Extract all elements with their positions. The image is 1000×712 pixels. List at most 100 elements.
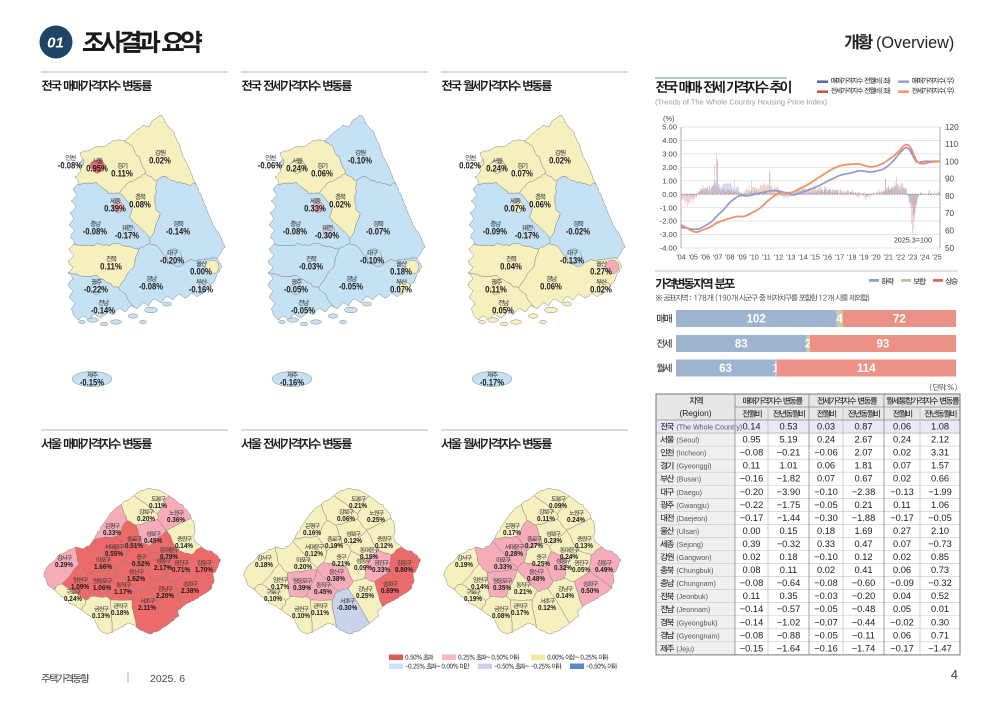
svg-text:'25: '25 <box>932 253 942 262</box>
svg-text:1.17%: 1.17% <box>114 587 132 596</box>
svg-text:−0.17: −0.17 <box>890 513 914 523</box>
svg-text:-0.08%: -0.08% <box>283 227 307 237</box>
svg-text:0.12%: 0.12% <box>538 603 556 612</box>
svg-text:−0.22: −0.22 <box>740 500 764 510</box>
svg-text:-0.13%: -0.13% <box>560 256 584 266</box>
svg-text:'11: '11 <box>762 253 771 262</box>
svg-text:−0.14: −0.14 <box>740 604 764 614</box>
svg-text:'14: '14 <box>798 253 808 262</box>
svg-text:-0.08%: -0.08% <box>83 227 107 237</box>
svg-text:(Trends of The Whole Country H: (Trends of The Whole Country Housing Pri… <box>655 98 828 107</box>
svg-text:0.09%: 0.09% <box>354 563 372 572</box>
svg-text:0.71%: 0.71% <box>172 565 190 574</box>
svg-text:−0.10: −0.10 <box>814 552 838 562</box>
svg-text:0.51%: 0.51% <box>125 541 143 550</box>
svg-text:-0.08%: -0.08% <box>139 282 163 292</box>
svg-text:0.24%: 0.24% <box>560 552 578 561</box>
svg-text:(Seoul): (Seoul) <box>676 437 699 445</box>
svg-text:4: 4 <box>951 667 958 682</box>
svg-text:−0.05: −0.05 <box>814 630 838 640</box>
svg-text:0.00: 0.00 <box>742 526 760 536</box>
svg-text:−2.38: −2.38 <box>852 487 876 497</box>
svg-text:-0.17%: -0.17% <box>515 231 539 241</box>
svg-text:0.18%: 0.18% <box>255 560 273 569</box>
svg-text:0.17%: 0.17% <box>271 582 289 591</box>
svg-text:100: 100 <box>945 157 959 166</box>
svg-text:0.39%: 0.39% <box>293 583 311 592</box>
svg-text:0.48%: 0.48% <box>527 574 545 583</box>
svg-text:63: 63 <box>719 363 732 375</box>
svg-text:−0.60: −0.60 <box>852 578 876 588</box>
svg-text:0.11%: 0.11% <box>111 169 133 179</box>
svg-text:−0.05: −0.05 <box>814 500 838 510</box>
svg-text:0.36%: 0.36% <box>167 515 185 524</box>
svg-text:2.07: 2.07 <box>854 448 872 458</box>
svg-text:0.03: 0.03 <box>817 422 835 432</box>
svg-text:0.23%: 0.23% <box>544 536 562 545</box>
svg-text:0.33%: 0.33% <box>372 565 390 574</box>
svg-text:0.27%: 0.27% <box>525 541 543 550</box>
svg-text:5.19: 5.19 <box>779 435 797 445</box>
svg-text:−0.08: −0.08 <box>740 448 764 458</box>
svg-text:0.08: 0.08 <box>742 565 760 575</box>
svg-text:1.81: 1.81 <box>854 461 872 471</box>
svg-text:−1.88: −1.88 <box>852 513 876 523</box>
svg-text:'09: '09 <box>737 253 747 262</box>
svg-text:01: 01 <box>47 35 64 52</box>
svg-text:−0.03: −0.03 <box>814 591 838 601</box>
svg-text:0.11: 0.11 <box>780 565 797 575</box>
svg-text:(Sejong): (Sejong) <box>676 541 703 549</box>
svg-text:0.08%: 0.08% <box>492 611 510 620</box>
svg-text:0.49%: 0.49% <box>595 565 613 574</box>
svg-text:72: 72 <box>893 314 906 326</box>
svg-text:0.52%: 0.52% <box>132 559 150 568</box>
svg-text:0.53: 0.53 <box>779 422 797 432</box>
svg-text:0.06%: 0.06% <box>311 169 333 179</box>
svg-text:'19: '19 <box>859 253 869 262</box>
svg-text:0.33%: 0.33% <box>494 562 512 571</box>
svg-text:-0.03%: -0.03% <box>299 262 323 272</box>
svg-text:4: 4 <box>836 314 843 326</box>
svg-text:0.24%: 0.24% <box>64 594 82 603</box>
svg-text:0.02%: 0.02% <box>459 161 481 171</box>
svg-text:−0.15: −0.15 <box>740 643 764 653</box>
svg-text:−0.44: −0.44 <box>852 617 876 627</box>
svg-text:0.00%: 0.00% <box>190 267 212 277</box>
svg-text:0.67: 0.67 <box>854 474 872 484</box>
svg-text:-0.30%: -0.30% <box>315 231 339 241</box>
svg-text:−0.88: −0.88 <box>777 630 801 640</box>
svg-text:-0.10%: -0.10% <box>360 256 384 266</box>
svg-text:0.35%: 0.35% <box>493 583 511 592</box>
svg-text:0.06: 0.06 <box>893 565 911 575</box>
svg-text:2.17%: 2.17% <box>154 563 172 572</box>
svg-text:−0.14: −0.14 <box>740 617 764 627</box>
svg-text:70: 70 <box>945 209 955 218</box>
svg-text:−0.57: −0.57 <box>777 604 801 614</box>
svg-text:0.25%: 0.25% <box>532 559 550 568</box>
svg-text:'21: '21 <box>883 253 893 262</box>
svg-text:0.06%: 0.06% <box>529 200 551 210</box>
svg-text:−0.09: −0.09 <box>890 578 914 588</box>
svg-text:0.19%: 0.19% <box>464 594 482 603</box>
svg-text:−1.02: −1.02 <box>777 617 801 627</box>
svg-text:0.24%: 0.24% <box>286 164 308 174</box>
svg-text:−0.10: −0.10 <box>814 487 838 497</box>
svg-text:0.24: 0.24 <box>893 435 911 445</box>
svg-text:-0.14%: -0.14% <box>166 227 190 237</box>
svg-text:0.45%: 0.45% <box>144 536 162 545</box>
svg-text:0.11: 0.11 <box>743 461 760 471</box>
svg-text:0.02: 0.02 <box>817 565 835 575</box>
svg-text:0.01: 0.01 <box>931 604 949 614</box>
svg-text:1.08: 1.08 <box>931 422 949 432</box>
svg-text:(Gyeongnam): (Gyeongnam) <box>676 632 719 640</box>
svg-text:0.14%: 0.14% <box>556 591 574 600</box>
svg-text:'22: '22 <box>896 253 906 262</box>
svg-text:0.39: 0.39 <box>742 539 760 549</box>
svg-text:80: 80 <box>945 192 955 201</box>
svg-text:2.10: 2.10 <box>931 526 949 536</box>
svg-text:(Overview): (Overview) <box>876 34 954 52</box>
svg-text:(Incheon): (Incheon) <box>676 450 706 458</box>
svg-text:83: 83 <box>735 339 748 351</box>
svg-text:0.12%: 0.12% <box>375 541 393 550</box>
svg-text:0.14%: 0.14% <box>175 541 193 550</box>
